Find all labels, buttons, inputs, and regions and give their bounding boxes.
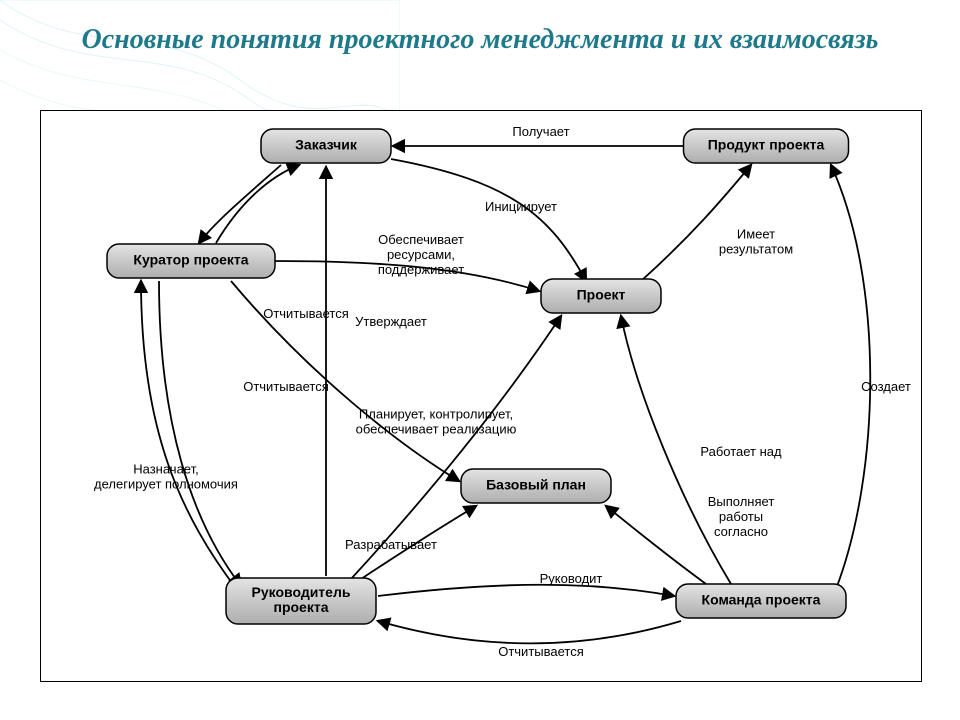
edge-label-e10: Планирует, контролирует, [359, 407, 513, 422]
edge-label-e13: Отчитывается [498, 644, 584, 659]
node-manager-label: Руководитель [252, 584, 351, 600]
edge-label-e8: Отчитывается [243, 379, 329, 394]
edge-label-e4: результатом [719, 242, 793, 257]
node-team: Команда проекта [676, 584, 846, 618]
node-curator-label: Куратор проекта [133, 252, 248, 268]
node-project-label: Проект [577, 287, 626, 303]
edge-e4 [641, 165, 751, 281]
edge-label-e3: поддерживает [378, 262, 464, 277]
slide-title: Основные понятия проектного менеджмента … [0, 22, 960, 57]
edge-label-e16: Выполняет [708, 494, 775, 509]
edge-label-e16: работы [719, 509, 763, 524]
node-project: Проект [541, 279, 661, 313]
node-product-label: Продукт проекта [708, 137, 825, 153]
diagram-panel: Заказчик Продукт проекта Куратор проекта Пр… [40, 110, 922, 682]
edge-label-e14: Создает [861, 379, 911, 394]
node-manager: Руководительпроекта [226, 578, 376, 624]
edge-e6 [199, 165, 281, 243]
edge-e5 [216, 165, 299, 243]
edge-e13 [378, 621, 681, 644]
edge-e9 [141, 281, 238, 591]
slide: Основные понятия проектного менеджмента … [0, 0, 960, 720]
edge-label-e4: Имеет [737, 227, 775, 242]
relations-diagram: Заказчик Продукт проекта Куратор проекта Пр… [41, 111, 921, 681]
edge-label-e10: обеспечивает реализацию [356, 422, 517, 437]
edge-e14 [831, 165, 870, 589]
edge-label-e1: Получает [512, 124, 569, 139]
node-customer-label: Заказчик [295, 137, 358, 153]
edge-label-e7: Утверждает [355, 314, 427, 329]
edge-label-e9: Назначает, [133, 462, 198, 477]
edge-label-e9: делегирует полномочия [94, 477, 238, 492]
edge-label-e2: Инициирует [485, 199, 557, 214]
node-customer: Заказчик [261, 129, 391, 163]
edge-e12 [378, 585, 674, 596]
edge-label-e3: Обеспечивает [378, 232, 464, 247]
edge-e16 [606, 506, 706, 584]
node-baseplan: Базовый план [461, 469, 611, 503]
node-team-label: Команда проекта [702, 592, 821, 608]
edge-label-e12: Руководит [540, 571, 603, 586]
node-product: Продукт проекта [684, 129, 849, 163]
edge-label-e11: Разрабатывает [345, 537, 437, 552]
edge-e9b [159, 281, 241, 586]
node-curator: Куратор проекта [107, 244, 275, 278]
edge-label-report-curator: Отчитывается [263, 306, 349, 321]
edge-label-e16: согласно [714, 524, 768, 539]
edge-label-e3: ресурсами, [387, 247, 455, 262]
node-manager-label: проекта [274, 599, 329, 615]
node-baseplan-label: Базовый план [486, 477, 586, 493]
edge-label-e15: Работает над [700, 444, 782, 459]
